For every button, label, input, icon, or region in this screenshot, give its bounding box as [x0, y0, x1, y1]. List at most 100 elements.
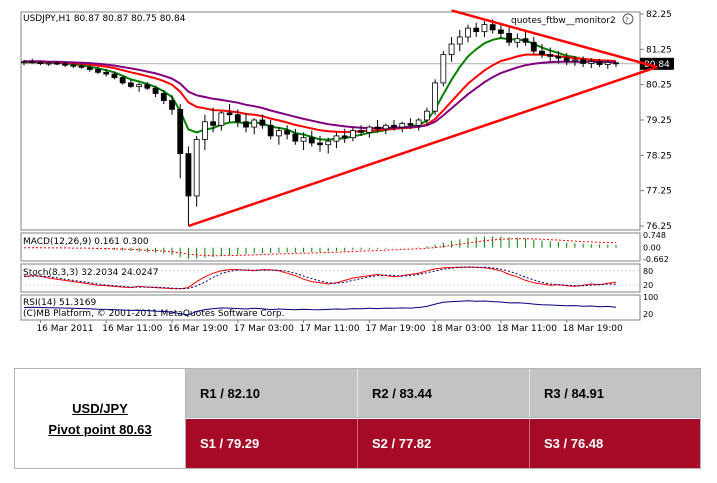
candle-body [144, 84, 151, 89]
y-tick-label: 81.25 [646, 45, 672, 55]
candle-body [423, 110, 430, 121]
candle-body [596, 61, 603, 65]
candle-body [127, 82, 134, 87]
chart-header: USDJPY,H1 80.87 80.87 80.75 80.84 [23, 14, 186, 24]
candle-body [267, 124, 274, 137]
s3-cell: S3 / 76.48 [530, 419, 700, 468]
candle-body [399, 123, 406, 128]
main-price-panel: USDJPY,H1 80.87 80.87 80.75 80.84 quotes… [20, 9, 674, 232]
candle-body [243, 121, 249, 128]
x-tick-label: 16 Mar 11:00 [102, 324, 162, 334]
y-tick-label: 77.25 [646, 187, 672, 197]
stoch-main-line [23, 266, 617, 290]
candle-body [382, 124, 389, 130]
candle-body [580, 59, 587, 64]
chart-area: USDJPY,H1 80.87 80.87 80.75 80.84 quotes… [20, 9, 674, 334]
candle-body [152, 87, 159, 94]
candle-body [21, 61, 27, 64]
stoch-signal-line [24, 266, 617, 290]
candle-body [571, 59, 578, 62]
macd-y-label: 0.00 [643, 244, 661, 253]
macd-y-label: -0.662 [643, 255, 669, 264]
candle-body [358, 130, 365, 133]
candle-body [563, 57, 570, 62]
candle-body [177, 109, 184, 154]
candle-body [226, 112, 233, 116]
moving-average-line [24, 60, 617, 130]
y-tick-label: 79.25 [646, 116, 672, 126]
candle-body [366, 126, 373, 133]
macd-label: MACD(12,26,9) 0.161 0.300 [23, 237, 149, 247]
indicator-label: quotes_ftbw__monitor2 [511, 16, 616, 26]
moving-average-line [24, 53, 617, 134]
rsi-line [23, 300, 617, 316]
y-tick-label: 82.25 [646, 10, 672, 20]
x-tick-label: 18 Mar 11:00 [497, 324, 557, 334]
candle-body [193, 139, 200, 197]
candle-body [415, 119, 422, 126]
candle-body [522, 38, 529, 43]
macd-panel: MACD(12,26,9) 0.161 0.300 0.748 0.00 -0.66… [20, 231, 669, 264]
candle-body [588, 61, 595, 64]
x-tick-label: 17 Mar 03:00 [234, 324, 294, 334]
copyright-label: (C)MB Platform, © 2001-2011 MetaQuotes S… [23, 309, 284, 319]
candle-body [473, 27, 480, 33]
candle-body [440, 54, 447, 84]
candle-body [341, 135, 348, 139]
candle-body [448, 43, 455, 56]
candle-body [218, 112, 225, 126]
x-tick-label: 16 Mar 2011 [36, 324, 93, 334]
candle-body [251, 119, 258, 128]
candle-body [103, 71, 110, 75]
candle-body [547, 54, 554, 57]
x-tick-label: 18 Mar 03:00 [431, 324, 491, 334]
rsi-y-label: 20 [643, 310, 653, 319]
stoch-label: Stoch(8,3,3) 32.2034 24.0247 [23, 268, 158, 278]
candle-body [325, 140, 332, 146]
candle-body [95, 69, 101, 73]
candle-body [506, 33, 513, 43]
candle-body [481, 24, 488, 33]
macd-signal-line [24, 238, 617, 257]
candle-body [234, 114, 241, 123]
x-tick-label: 16 Mar 19:00 [168, 324, 228, 334]
stoch-panel: Stoch(8,3,3) 32.2034 24.0247 80 20 [20, 263, 653, 293]
s1-cell: S1 / 79.29 [186, 419, 358, 468]
candle-body [284, 130, 291, 135]
pivot-symbol[interactable]: USD/JPY [72, 400, 128, 416]
candle-body [489, 24, 496, 31]
candle-body [119, 77, 126, 84]
candle-body [160, 93, 167, 101]
candle-body [62, 63, 69, 66]
last-price-label: 80.84 [644, 60, 670, 70]
candle-body [514, 38, 521, 43]
rsi-label: RSI(14) 51.3169 [23, 298, 96, 308]
candle-body [78, 65, 85, 68]
candle-body [539, 50, 545, 56]
candle-body [45, 62, 52, 65]
candle-body [185, 153, 192, 197]
rsi-panel: RSI(14) 51.3169 (C)MB Platform, © 2001-2… [20, 293, 658, 321]
stoch-y-label: 80 [643, 267, 653, 276]
candle-body [37, 62, 44, 64]
candle-body [530, 41, 537, 52]
candle-body [53, 62, 60, 65]
rsi-y-label: 100 [643, 293, 658, 302]
macd-y-label: 0.748 [643, 231, 666, 240]
candle-body [604, 62, 611, 65]
pivot-point[interactable]: Pivot point 80.63 [48, 421, 152, 437]
candle-body [308, 137, 315, 144]
trendline [188, 65, 658, 228]
candle-body [465, 27, 471, 38]
candle-body [29, 61, 36, 64]
last-price-box [640, 57, 674, 70]
chart-svg: USDJPY,H1 80.87 80.87 80.75 80.84 quotes… [20, 9, 674, 334]
candle-body [613, 62, 619, 65]
candle-body [300, 137, 307, 142]
candle-body [333, 135, 340, 142]
stoch-y-label: 20 [643, 281, 653, 290]
settings-icon[interactable]: ? [622, 13, 634, 25]
pivot-summary: USD/JPY Pivot point 80.63 [15, 369, 186, 468]
candle-body [201, 121, 208, 140]
candle-body [349, 130, 356, 139]
